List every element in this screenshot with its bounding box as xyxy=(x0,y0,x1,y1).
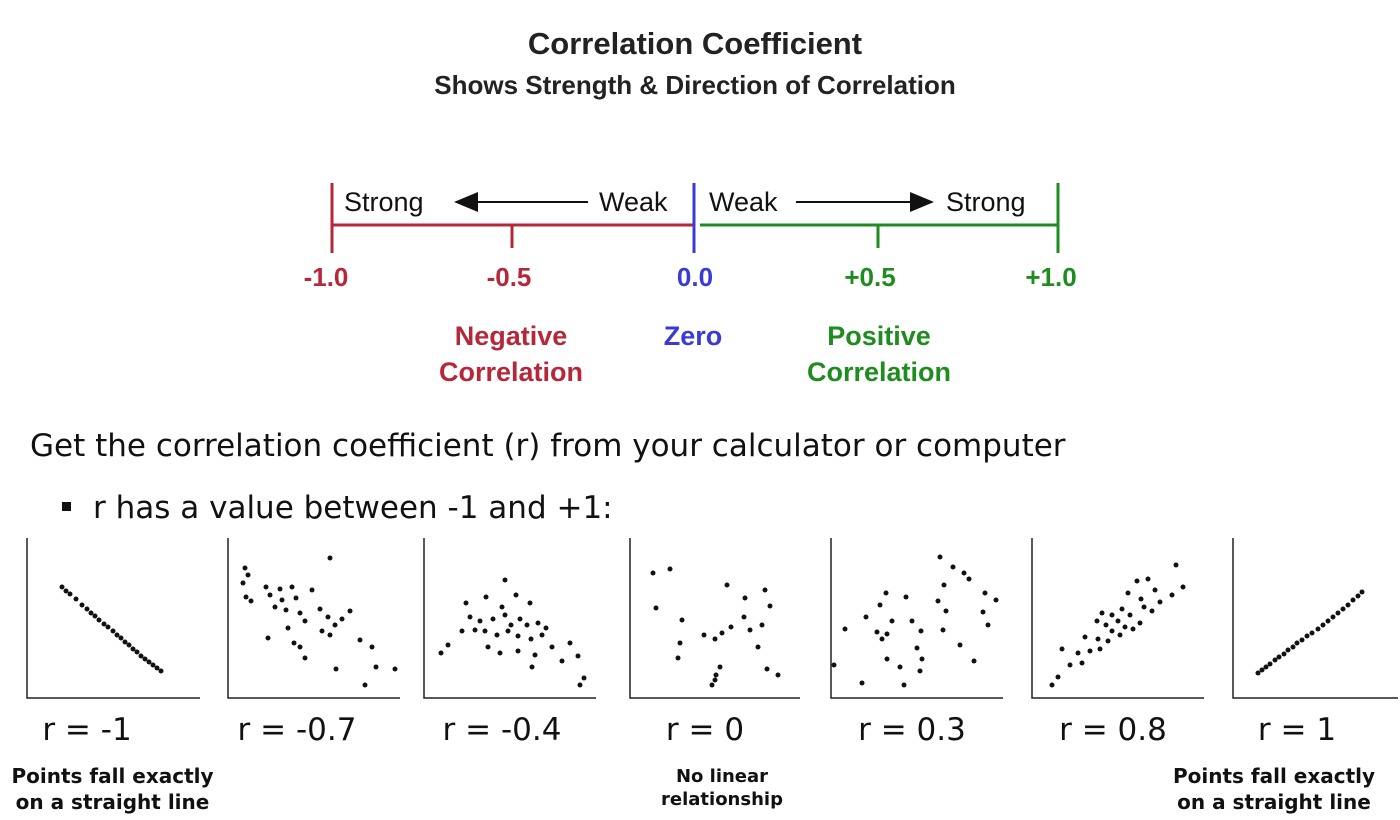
bullet-item: r has a value between -1 and +1: xyxy=(62,490,613,526)
bullet-text: r has a value between -1 and +1: xyxy=(93,490,613,526)
plot-axes xyxy=(227,538,400,699)
tick-label-pos-half: +0.5 xyxy=(844,262,895,292)
negative-label-line1: Negative xyxy=(455,321,568,351)
scatter-plot-r-0 xyxy=(629,538,800,699)
plot-label-r-03: r = 0.3 xyxy=(858,712,966,748)
bullet-square-icon xyxy=(62,502,71,511)
plot-label-r-neg1: r = -1 xyxy=(42,712,132,748)
tick-label-pos-1: +1.0 xyxy=(1025,262,1076,292)
correlation-scale: Strong Weak Weak Strong -1.0 -0.5 0.0 +0… xyxy=(304,183,1077,387)
weak-right-label: Weak xyxy=(709,187,778,217)
scatter-plot-r-08 xyxy=(1031,538,1204,699)
positive-label-line2: Correlation xyxy=(807,357,951,387)
scatter-plot-r-neg07 xyxy=(227,538,400,699)
plot-axes xyxy=(629,538,800,699)
scatter-plot-r-03 xyxy=(830,538,1003,699)
diagram-title: Correlation Coefficient xyxy=(527,26,863,61)
plot-label-r-08: r = 0.8 xyxy=(1059,712,1167,748)
tick-label-zero: 0.0 xyxy=(677,262,713,292)
strong-left-label: Strong xyxy=(344,187,424,217)
plot-label-r-1: r = 1 xyxy=(1257,712,1337,748)
plot-axes xyxy=(1232,538,1398,699)
intro-text: Get the correlation coefficient (r) from… xyxy=(30,428,1066,464)
plot-label-r-0: r = 0 xyxy=(665,712,745,748)
plot-axes xyxy=(423,538,596,699)
note-no-relationship: No linear relationship xyxy=(661,766,783,811)
positive-label-line1: Positive xyxy=(827,321,931,351)
diagram-subtitle: Shows Strength & Direction of Correlatio… xyxy=(434,70,956,100)
tick-label-neg-1: -1.0 xyxy=(304,262,349,292)
scatter-plot-r-neg1 xyxy=(26,538,200,699)
note-perfect-negative: Points fall exactly on a straight line xyxy=(11,764,214,814)
plot-label-r-neg07: r = -0.7 xyxy=(237,712,357,748)
weak-left-label: Weak xyxy=(599,187,668,217)
scatter-plot-r-1 xyxy=(1232,538,1398,699)
negative-label-line2: Correlation xyxy=(439,357,583,387)
zero-label: Zero xyxy=(664,321,723,351)
strong-right-label: Strong xyxy=(946,187,1026,217)
scatter-plot-r-neg04 xyxy=(423,538,596,699)
plot-label-r-neg04: r = -0.4 xyxy=(442,712,562,748)
plot-axes xyxy=(830,538,1003,699)
note-perfect-positive: Points fall exactly on a straight line xyxy=(1172,764,1376,814)
scatter-plot-row xyxy=(26,538,1398,699)
plot-axes xyxy=(26,538,200,699)
plot-axes xyxy=(1031,538,1204,699)
tick-label-neg-half: -0.5 xyxy=(487,262,532,292)
